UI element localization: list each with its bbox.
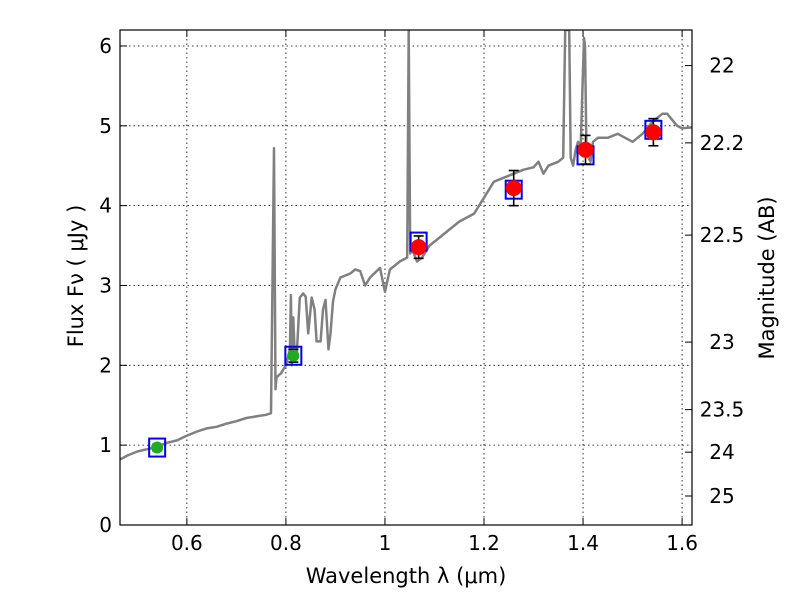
magnitude-tick-label: 23 (709, 330, 734, 354)
optical-point (151, 441, 164, 454)
model-band-box (284, 345, 303, 366)
optical-point (287, 349, 300, 362)
x-axis-ticks: 0.6 0.8 1 1.2 1.4 1.6 (171, 30, 698, 555)
right-axis-label: Magnitude (AB) (755, 196, 779, 359)
y-tick-label: 3 (99, 273, 112, 297)
x-tick-label: 1.2 (468, 531, 500, 555)
magnitude-axis-ticks: 22 22.2 22.5 23 23.5 24 25 (685, 54, 744, 508)
y-tick-label: 2 (99, 353, 112, 377)
x-axis-label: Wavelength λ (μm) (306, 564, 507, 588)
x-tick-label: 0.8 (270, 531, 302, 555)
y-tick-label: 6 (99, 34, 112, 58)
magnitude-tick-label: 24 (709, 440, 734, 464)
spectrum-line (120, 30, 692, 461)
x-tick-label: 1.6 (666, 531, 698, 555)
y-tick-label: 4 (99, 194, 112, 218)
nir-point (577, 141, 594, 158)
model-band-box (148, 437, 167, 458)
y-axis-ticks: 0 1 2 3 4 5 6 (99, 34, 127, 537)
magnitude-tick-label: 22.5 (700, 223, 745, 247)
x-tick-label: 1.4 (567, 531, 599, 555)
magnitude-tick-label: 23.5 (700, 398, 745, 422)
y-tick-label: 1 (99, 433, 112, 457)
error-bars (152, 117, 659, 452)
nir-point (505, 180, 522, 197)
y-tick-label: 5 (99, 114, 112, 138)
photometry-points (151, 124, 662, 454)
x-tick-label: 0.6 (171, 531, 203, 555)
nir-point (645, 124, 662, 141)
y-axis-label: Flux Fν ( μJy ) (64, 205, 88, 348)
grid-lines (120, 30, 692, 526)
model-band-boxes (148, 119, 663, 458)
y-tick-label: 0 (99, 513, 112, 537)
magnitude-tick-label: 25 (709, 484, 734, 508)
plot-frame (119, 29, 693, 526)
magnitude-tick-label: 22.2 (700, 131, 745, 155)
x-tick-label: 1 (379, 531, 392, 555)
magnitude-tick-label: 22 (709, 54, 734, 78)
nir-point (410, 239, 427, 256)
